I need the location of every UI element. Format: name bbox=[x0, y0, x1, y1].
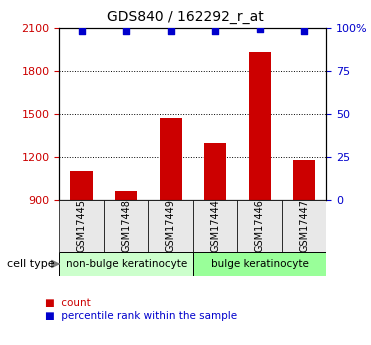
Text: GSM17445: GSM17445 bbox=[77, 199, 86, 253]
Text: ■  percentile rank within the sample: ■ percentile rank within the sample bbox=[45, 311, 237, 321]
Text: GSM17444: GSM17444 bbox=[210, 199, 220, 253]
Bar bbox=[70, 171, 93, 200]
Text: GSM17446: GSM17446 bbox=[255, 199, 265, 253]
Text: GSM17449: GSM17449 bbox=[166, 199, 175, 253]
FancyBboxPatch shape bbox=[104, 200, 148, 252]
Point bbox=[79, 28, 85, 34]
Bar bbox=[204, 142, 226, 200]
Text: ■  count: ■ count bbox=[45, 298, 90, 307]
Point bbox=[123, 28, 129, 34]
FancyBboxPatch shape bbox=[237, 200, 282, 252]
Bar bbox=[249, 52, 271, 200]
FancyBboxPatch shape bbox=[59, 252, 193, 276]
Text: GSM17447: GSM17447 bbox=[299, 199, 309, 253]
Text: bulge keratinocyte: bulge keratinocyte bbox=[211, 259, 309, 269]
Text: cell type: cell type bbox=[7, 259, 55, 269]
FancyBboxPatch shape bbox=[59, 200, 104, 252]
Text: GDS840 / 162292_r_at: GDS840 / 162292_r_at bbox=[107, 10, 264, 24]
FancyBboxPatch shape bbox=[148, 200, 193, 252]
Bar bbox=[293, 160, 315, 200]
Point bbox=[212, 28, 218, 34]
Point bbox=[257, 27, 263, 32]
FancyBboxPatch shape bbox=[193, 252, 326, 276]
Text: non-bulge keratinocyte: non-bulge keratinocyte bbox=[66, 259, 187, 269]
Bar bbox=[160, 118, 182, 200]
Text: GSM17448: GSM17448 bbox=[121, 199, 131, 253]
Point bbox=[301, 28, 307, 34]
Point bbox=[168, 28, 174, 34]
Bar bbox=[115, 191, 137, 200]
FancyBboxPatch shape bbox=[282, 200, 326, 252]
FancyBboxPatch shape bbox=[193, 200, 237, 252]
